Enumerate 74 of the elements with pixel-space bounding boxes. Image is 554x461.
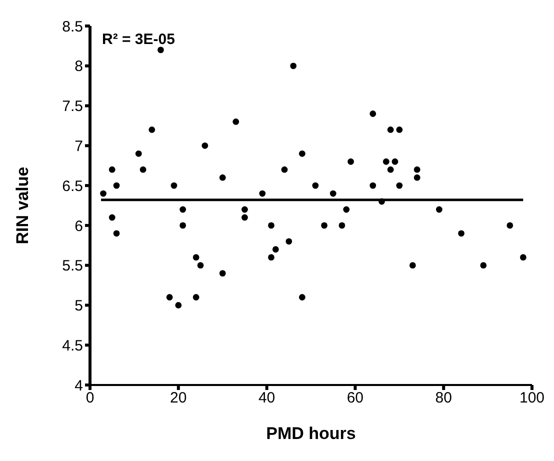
point bbox=[290, 62, 297, 70]
point bbox=[370, 110, 376, 117]
point bbox=[166, 294, 173, 300]
point bbox=[148, 126, 156, 133]
point bbox=[378, 198, 385, 205]
x-tick-label: 40 bbox=[258, 390, 276, 407]
point bbox=[338, 222, 346, 229]
point bbox=[158, 46, 164, 54]
point bbox=[192, 254, 200, 261]
point bbox=[396, 182, 403, 189]
point bbox=[392, 158, 398, 165]
y-tick-label: 7 bbox=[74, 138, 83, 155]
x-tick-label: 60 bbox=[346, 390, 364, 407]
point bbox=[175, 302, 182, 308]
y-tick-label: 6 bbox=[74, 218, 83, 235]
point bbox=[396, 126, 403, 133]
point bbox=[286, 238, 292, 245]
y-axis-title: RIN value bbox=[13, 166, 32, 244]
point bbox=[436, 206, 442, 213]
point bbox=[259, 190, 266, 197]
point bbox=[242, 206, 248, 213]
y-tick-label: 4 bbox=[74, 377, 83, 394]
x-tick-label: 0 bbox=[86, 390, 94, 407]
point bbox=[100, 190, 106, 197]
point bbox=[219, 174, 226, 181]
point bbox=[202, 142, 208, 149]
point bbox=[480, 262, 487, 269]
y-tick-label: 5 bbox=[74, 298, 83, 315]
point bbox=[135, 150, 142, 157]
point bbox=[321, 222, 328, 229]
point bbox=[140, 166, 146, 173]
point bbox=[387, 126, 394, 133]
point bbox=[219, 270, 226, 277]
point bbox=[370, 182, 376, 189]
point bbox=[387, 166, 394, 173]
point bbox=[197, 262, 204, 269]
point bbox=[409, 262, 416, 269]
x-tick-label: 80 bbox=[435, 390, 452, 407]
point bbox=[268, 222, 274, 229]
point bbox=[180, 222, 186, 229]
point bbox=[520, 254, 526, 261]
point bbox=[382, 158, 390, 165]
point bbox=[458, 230, 464, 237]
point bbox=[414, 166, 420, 173]
point bbox=[506, 222, 514, 229]
x-axis-title: PMD hours bbox=[266, 424, 356, 443]
y-tick-label: 5.5 bbox=[62, 258, 83, 275]
point bbox=[170, 182, 178, 189]
y-tick-label: 8 bbox=[74, 58, 83, 76]
point bbox=[113, 182, 120, 189]
point bbox=[242, 214, 248, 221]
point bbox=[348, 158, 354, 165]
point bbox=[330, 190, 336, 197]
point bbox=[108, 214, 116, 221]
x-tick-label: 20 bbox=[170, 390, 187, 407]
point bbox=[414, 174, 420, 181]
point bbox=[108, 166, 116, 173]
x-tick-label: 100 bbox=[519, 390, 545, 407]
y-tick-label: 8.5 bbox=[62, 18, 83, 36]
point bbox=[298, 150, 306, 157]
y-tick-label: 4.5 bbox=[62, 337, 83, 354]
annotation: R² = 3E-05 bbox=[102, 31, 175, 48]
point bbox=[343, 206, 350, 213]
point bbox=[192, 294, 200, 300]
y-tick-label: 6.5 bbox=[62, 178, 83, 195]
point bbox=[312, 182, 319, 189]
y-tick-label: 7.5 bbox=[62, 98, 83, 116]
point bbox=[232, 118, 240, 125]
point bbox=[180, 206, 186, 213]
point bbox=[281, 166, 288, 173]
point bbox=[272, 246, 279, 253]
point bbox=[298, 294, 306, 300]
point bbox=[113, 230, 120, 237]
point bbox=[268, 254, 274, 261]
